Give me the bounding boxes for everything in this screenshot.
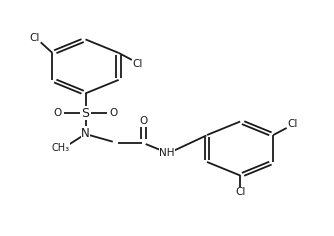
Text: Cl: Cl [235,187,245,197]
Text: S: S [81,107,90,120]
Text: N: N [81,127,90,140]
Text: O: O [140,116,148,126]
Text: Cl: Cl [287,119,298,129]
Text: NH: NH [159,148,175,158]
Text: O: O [109,108,117,118]
Text: CH₃: CH₃ [51,143,69,153]
Text: Cl: Cl [30,33,40,43]
Text: Cl: Cl [133,59,143,69]
Text: O: O [54,108,62,118]
